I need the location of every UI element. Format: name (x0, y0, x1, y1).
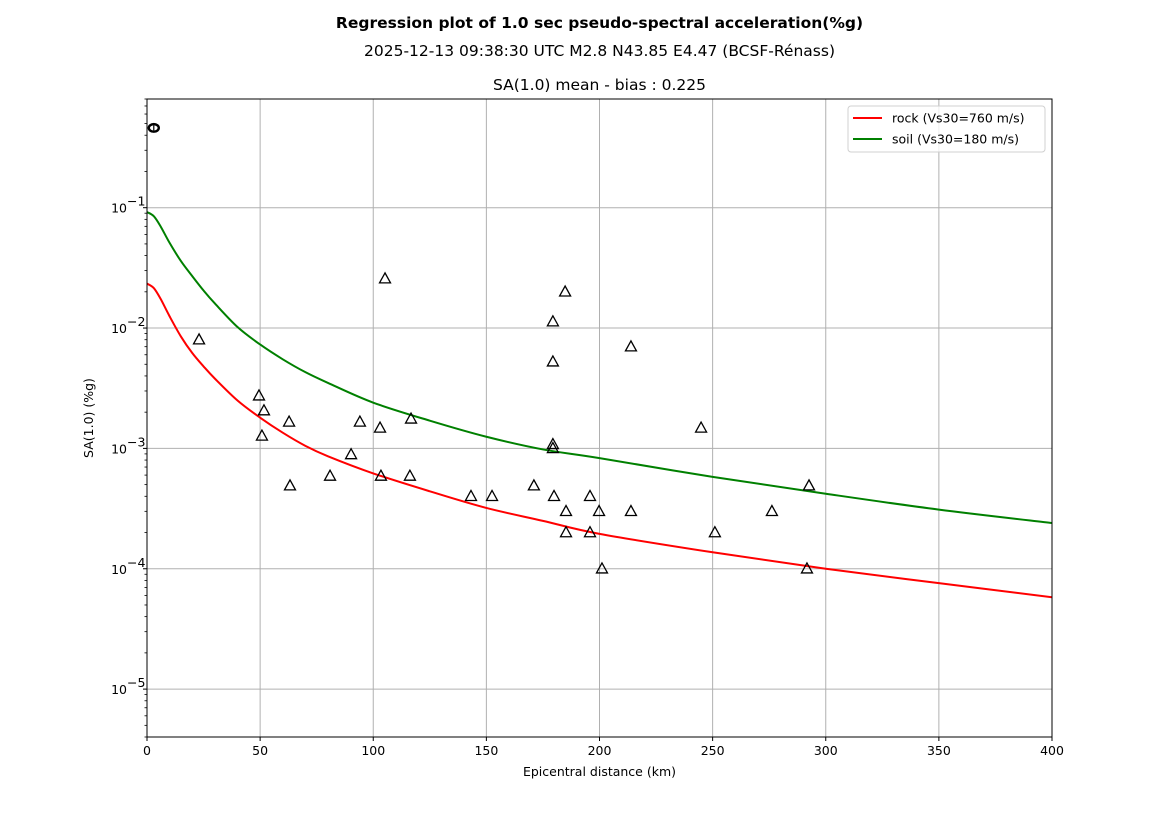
x-tick-label: 350 (927, 743, 951, 758)
y-tick-exponent: −3 (127, 434, 145, 449)
y-tick-label: 10 (111, 321, 127, 336)
station-marker (485, 489, 499, 502)
y-tick-exponent: −1 (127, 194, 145, 209)
station-marker (252, 388, 266, 401)
grid (146, 99, 1053, 737)
station-marker (624, 339, 638, 352)
station-marker (374, 468, 388, 481)
station-marker (344, 447, 358, 460)
station-marker (255, 428, 269, 441)
x-tick-label: 200 (588, 743, 612, 758)
chart-title: Regression plot of 1.0 sec pseudo-spectr… (335, 14, 864, 32)
y-axis-label: SA(1.0) (%g) (81, 378, 96, 458)
station-marker (323, 468, 337, 481)
y-tick-label: 10 (111, 682, 127, 697)
station-marker (694, 420, 708, 433)
station-marker (192, 332, 206, 345)
y-tick-label: 10 (111, 201, 127, 216)
legend-label-rock: rock (Vs30=760 m/s) (892, 111, 1025, 126)
station-marker (403, 468, 417, 481)
event-subtitle: 2025-12-13 09:38:30 UTC M2.8 N43.85 E4.4… (364, 42, 835, 60)
station-marker (283, 478, 297, 491)
x-tick-label: 250 (701, 743, 725, 758)
station-marker (464, 489, 478, 502)
station-marker (546, 314, 560, 327)
legend-label-soil: soil (Vs30=180 m/s) (892, 132, 1019, 147)
station-marker (559, 504, 573, 517)
plot-area (147, 122, 1052, 599)
station-marker (547, 489, 561, 502)
x-tick-label: 300 (814, 743, 838, 758)
bias-subtitle: SA(1.0) mean - bias : 0.225 (493, 76, 706, 94)
legend-box (847, 105, 1046, 153)
x-tick-label: 50 (252, 743, 268, 758)
x-tick-label: 0 (143, 743, 151, 758)
station-marker (624, 504, 638, 517)
x-axis-label: Epicentral distance (km) (523, 764, 676, 779)
station-marker (353, 414, 367, 427)
station-marker (546, 437, 560, 450)
station-marker (559, 525, 573, 538)
station-marker (378, 271, 392, 284)
epicentre-marker (147, 122, 160, 133)
station-marker (595, 561, 609, 574)
y-tick-exponent: −2 (127, 314, 145, 329)
station-marker (802, 478, 816, 491)
legend: rock (Vs30=760 m/s) soil (Vs30=180 m/s) (847, 105, 1046, 153)
station-marker (546, 354, 560, 367)
y-tick-label: 10 (111, 441, 127, 456)
station-marker (583, 489, 597, 502)
station-marker (373, 420, 387, 433)
x-tick-label: 100 (361, 743, 385, 758)
series-line-soil (147, 211, 1052, 524)
station-marker (800, 561, 814, 574)
station-marker (404, 411, 418, 424)
ticks: 0 50 100 150 200 250 300 350 40010−110−210−310−4… (111, 194, 1064, 758)
station-marker (583, 525, 597, 538)
station-marker (592, 504, 606, 517)
y-tick-label: 10 (111, 562, 127, 577)
station-marker (527, 478, 541, 491)
series-line-rock (147, 282, 1052, 599)
station-marker (558, 284, 572, 297)
y-tick-exponent: −4 (127, 555, 145, 570)
station-marker (282, 414, 296, 427)
y-tick-exponent: −5 (127, 675, 145, 690)
station-marker (765, 504, 779, 517)
x-tick-label: 150 (474, 743, 498, 758)
station-marker (708, 525, 722, 538)
x-tick-label: 400 (1040, 743, 1064, 758)
station-marker (257, 403, 271, 416)
station-marker (546, 441, 560, 454)
